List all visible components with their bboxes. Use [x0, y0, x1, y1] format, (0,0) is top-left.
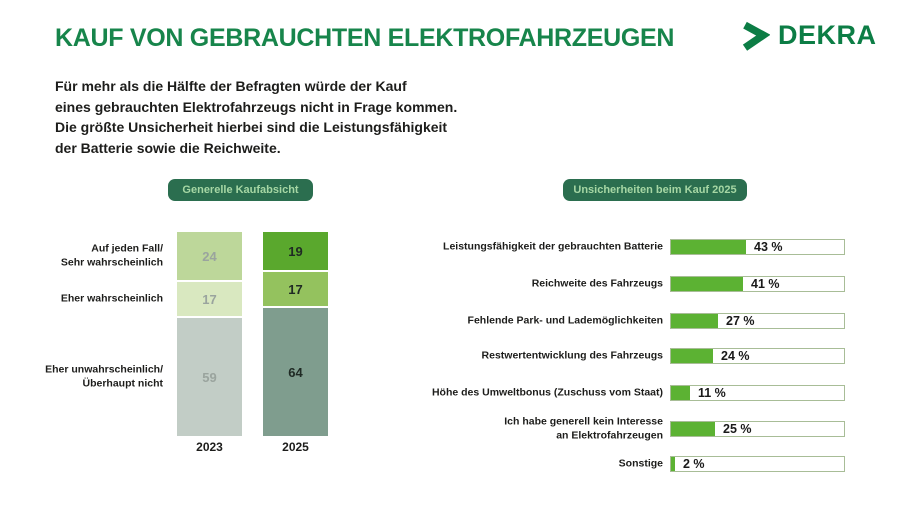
intro-text: Für mehr als die Hälfte der Befragten wü…	[55, 78, 458, 156]
bar-value: 27 %	[726, 314, 755, 328]
bar-value: 25 %	[723, 422, 752, 436]
year-label-2025: 2025	[282, 440, 309, 454]
bar-fill	[671, 422, 715, 436]
bar-fill	[671, 386, 690, 400]
bar-track: 41 %	[670, 276, 845, 292]
row-label: Restwertentwicklung des Fahrzeugs	[481, 349, 663, 362]
bar-fill	[671, 457, 675, 471]
stacked-bar-2025: 19 17 64	[263, 232, 328, 436]
dekra-logo-text: DEKRA	[778, 20, 877, 50]
right-chart-badge: Unsicherheiten beim Kauf 2025	[563, 179, 747, 201]
year-label-2023: 2023	[196, 440, 223, 454]
segment-2025-0: 19	[263, 232, 328, 270]
bar-track: 2 %	[670, 456, 845, 472]
bar-fill	[671, 240, 746, 254]
bar-track: 24 %	[670, 348, 845, 364]
bar-fill	[671, 277, 743, 291]
bar-fill	[671, 314, 718, 328]
bar-track: 43 %	[670, 239, 845, 255]
row-label: Leistungsfähigkeit der gebrauchten Batte…	[443, 240, 663, 253]
row-label: Reichweite des Fahrzeugs	[531, 277, 663, 290]
segment-2023-2: 59	[177, 318, 242, 436]
segment-2025-2: 64	[263, 308, 328, 436]
bar-value: 24 %	[721, 349, 750, 363]
bar-fill	[671, 349, 713, 363]
row-label: Fehlende Park- und Lademöglichkeiten	[467, 314, 663, 327]
bar-track: 25 %	[670, 421, 845, 437]
bar-track: 11 %	[670, 385, 845, 401]
bar-value: 11 %	[698, 386, 726, 400]
segment-2023-0: 24	[177, 232, 242, 280]
row-label: Ich habe generell kein Interesse an Elek…	[504, 415, 663, 442]
bar-value: 43 %	[754, 240, 783, 254]
row-label: Sonstige	[618, 457, 663, 470]
bar-value: 41 %	[751, 277, 780, 291]
dekra-logo: DEKRA	[740, 20, 877, 51]
category-label: Auf jeden Fall/ Sehr wahrscheinlich	[60, 242, 163, 269]
dekra-arrow-icon	[742, 21, 770, 51]
segment-2025-1: 17	[263, 272, 328, 306]
category-label: Eher wahrscheinlich	[60, 292, 163, 305]
stacked-bar-2023: 24 17 59	[177, 232, 242, 436]
left-chart-badge: Generelle Kaufabsicht	[168, 179, 313, 201]
page-title: KAUF VON GEBRAUCHTEN ELEKTROFAHRZEUGEN	[55, 24, 675, 52]
row-label: Höhe des Umweltbonus (Zuschuss vom Staat…	[431, 386, 663, 399]
category-label: Eher unwahrscheinlich/ Überhaupt nicht	[45, 363, 163, 390]
bar-track: 27 %	[670, 313, 845, 329]
segment-2023-1: 17	[177, 282, 242, 316]
bar-value: 2 %	[683, 457, 705, 471]
